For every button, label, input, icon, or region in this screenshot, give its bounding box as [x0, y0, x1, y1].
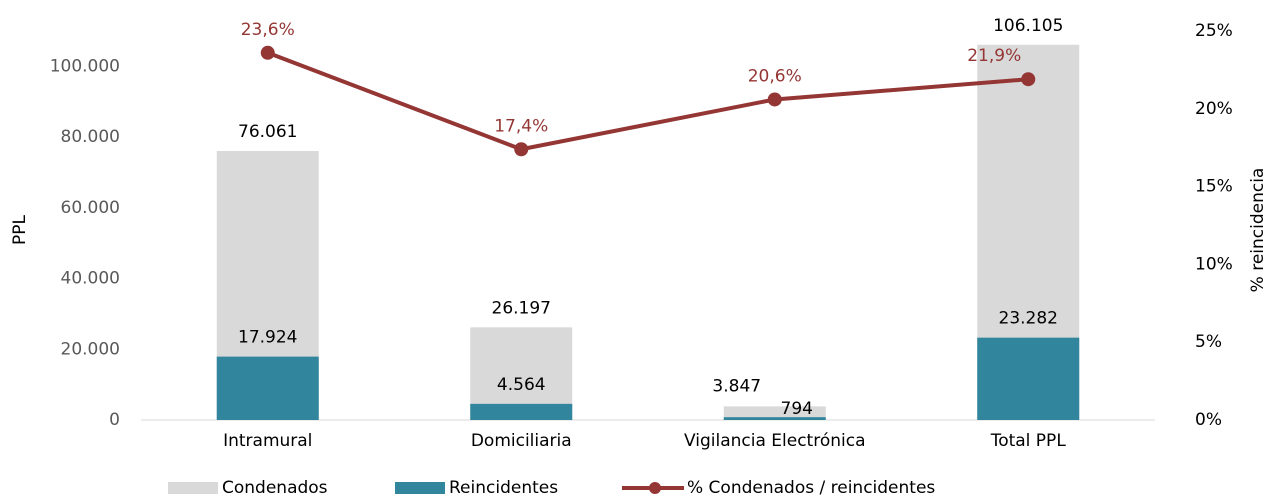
line	[267, 50, 1029, 152]
y2-tick-label: 15%	[1195, 177, 1233, 197]
y2-tick-label: 25%	[1195, 21, 1233, 41]
data-label: 26.197	[492, 298, 551, 318]
legend-label: % Condenados / reincidentes	[687, 478, 935, 498]
x-tick-label: Vigilancia Electrónica	[684, 431, 866, 451]
y-tick-label: 100.000	[50, 56, 120, 76]
x-tick-label: Total PPL	[990, 431, 1067, 451]
y2-tick-label: 20%	[1195, 99, 1233, 119]
y-tick-label: 0	[109, 410, 120, 430]
data-label: 17,4%	[494, 116, 548, 136]
y2-axis-title: % reincidencia	[1248, 168, 1268, 293]
bar	[216, 356, 319, 420]
data-label: 23,6%	[241, 20, 295, 40]
y-axis-title: PPL	[10, 214, 30, 245]
data-label: 106.105	[993, 16, 1063, 36]
bar	[470, 403, 573, 420]
bar	[723, 417, 826, 420]
legend-label: Reincidentes	[449, 478, 558, 498]
data-label: 20,6%	[748, 66, 802, 86]
data-label: 23.282	[999, 309, 1058, 329]
y2-tick-label: 5%	[1195, 332, 1222, 352]
y-tick-label: 40.000	[61, 269, 120, 289]
marker	[1021, 72, 1036, 87]
legend-swatch	[395, 482, 445, 494]
x-tick-label: Intramural	[223, 431, 312, 451]
legend-swatch	[168, 482, 218, 494]
bar	[977, 337, 1080, 420]
data-label: 21,9%	[967, 46, 1021, 66]
marker	[260, 45, 275, 60]
data-label: 794	[781, 399, 813, 419]
y-tick-label: 20.000	[61, 339, 120, 359]
marker	[767, 92, 782, 107]
bar	[723, 406, 826, 420]
y2-tick-label: 0%	[1195, 410, 1222, 430]
legend-label: Condenados	[222, 478, 328, 498]
data-label: 76.061	[238, 122, 297, 142]
data-label: 17.924	[238, 328, 297, 348]
y-tick-label: 60.000	[61, 198, 120, 218]
y-tick-label: 80.000	[61, 127, 120, 147]
legend-swatch	[649, 482, 661, 494]
data-label: 3.847	[712, 376, 761, 396]
data-label: 4.564	[497, 375, 546, 395]
x-tick-label: Domiciliaria	[471, 431, 572, 451]
y2-tick-label: 10%	[1195, 254, 1233, 274]
marker	[514, 142, 529, 157]
